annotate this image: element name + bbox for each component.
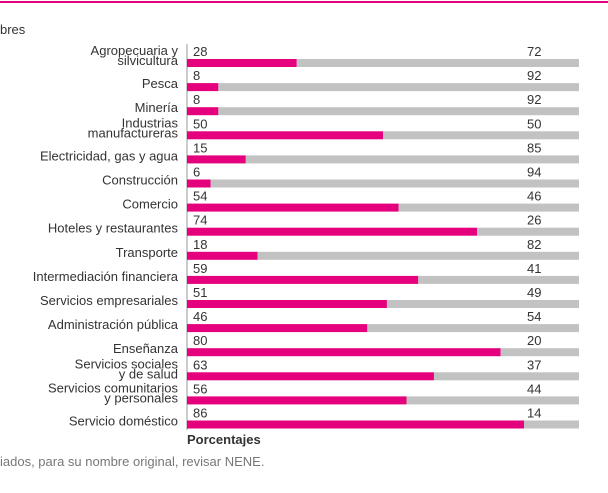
bar-segment (500, 348, 579, 357)
bar-segment (245, 155, 580, 164)
value-label: 15 (193, 140, 207, 155)
value-label: 85 (527, 140, 541, 155)
value-label: 94 (527, 165, 541, 180)
category-label: Enseñanza (113, 341, 179, 356)
value-label: 51 (193, 285, 207, 300)
value-label: 8 (193, 68, 200, 83)
category-label: Industrias manufactureras (88, 115, 179, 140)
bar-segment (524, 420, 579, 429)
value-label: 49 (527, 285, 541, 300)
bar-segment (406, 396, 579, 405)
bar-segment (187, 348, 501, 357)
value-label: 50 (193, 116, 207, 131)
x-axis-label: Porcentajes (187, 432, 261, 447)
bar-segment (433, 372, 579, 381)
value-label: 41 (527, 261, 541, 276)
value-label: 46 (193, 309, 207, 324)
category-label: Servicios comunitarios y personales (48, 380, 179, 405)
bar-segment (187, 300, 387, 308)
bar-segment (386, 300, 579, 308)
bar-segment (187, 324, 368, 333)
category-label: Transporte (116, 245, 178, 260)
bar-segment (187, 83, 219, 92)
value-label: 20 (527, 333, 541, 348)
bar-segment (187, 251, 258, 260)
value-label: 6 (193, 165, 200, 180)
bar-segment (187, 372, 434, 381)
value-label: 26 (527, 213, 541, 228)
bar-segment (187, 275, 419, 284)
value-label: 18 (193, 237, 207, 252)
bar-segment (477, 227, 579, 236)
category-label: Agropecuaria y silvicultura (91, 43, 179, 68)
category-label: Servicio doméstico (69, 414, 178, 429)
category-label: Servicios empresariales (40, 293, 178, 308)
bar-segment (218, 83, 580, 92)
value-label: 86 (193, 406, 207, 421)
bar-segment (218, 107, 580, 116)
value-label: 50 (527, 116, 541, 131)
value-label: 37 (527, 357, 541, 372)
bar-segment (187, 227, 478, 236)
category-label: Comercio (122, 197, 178, 212)
category-label: Minería (135, 100, 179, 115)
value-label: 80 (193, 333, 207, 348)
note: iados, para su nombre original, revisar … (0, 454, 264, 469)
bar-segment (257, 251, 579, 260)
bar-segment (367, 324, 579, 333)
bar-segment (418, 275, 579, 284)
bar-segment (187, 420, 525, 429)
value-label: 92 (527, 92, 541, 107)
top-rule (0, 1, 608, 3)
value-label: 56 (193, 381, 207, 396)
bar-segment (398, 203, 579, 212)
value-label: 74 (193, 213, 207, 228)
value-label: 63 (193, 357, 207, 372)
bar-segment (383, 131, 579, 140)
category-label: Construcción (102, 173, 178, 188)
value-label: 54 (193, 189, 207, 204)
value-label: 59 (193, 261, 207, 276)
value-label: 82 (527, 237, 541, 252)
value-label: 44 (527, 381, 541, 396)
value-label: 46 (527, 189, 541, 204)
bar-segment (187, 179, 211, 188)
value-label: 72 (527, 44, 541, 59)
category-label: Administración pública (48, 317, 179, 332)
legend-fragment: bres (0, 22, 26, 37)
bar-segment (187, 203, 399, 212)
bar-segment (187, 107, 219, 116)
value-label: 14 (527, 406, 541, 421)
category-label: Hoteles y restaurantes (48, 221, 179, 236)
category-label: Servicios sociales y de salud (75, 356, 179, 381)
value-label: 92 (527, 68, 541, 83)
category-label: Electricidad, gas y agua (40, 148, 179, 163)
bar-segment (210, 179, 579, 188)
category-label: Intermediación financiera (33, 269, 179, 284)
value-label: 8 (193, 92, 200, 107)
category-label: Pesca (142, 76, 179, 91)
bar-segment (187, 155, 246, 164)
bar-segment (187, 396, 407, 405)
bar-segment (187, 59, 297, 67)
value-label: 28 (193, 44, 207, 59)
bar-segment (296, 59, 579, 67)
bar-segment (187, 131, 383, 140)
value-label: 54 (527, 309, 541, 324)
